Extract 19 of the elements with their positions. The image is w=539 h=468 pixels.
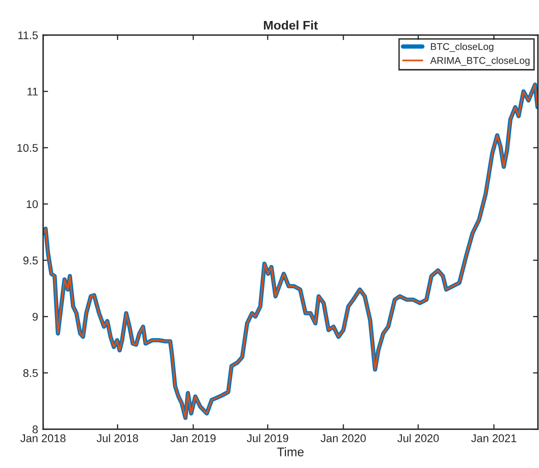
x-tick-label: Jan 2018 (20, 434, 66, 442)
x-tick-label: Jul 2018 (96, 434, 138, 442)
y-tick-label: 11 (28, 88, 38, 96)
legend-label: BTC_closeLog (430, 42, 494, 52)
x-axis-title: Time (277, 447, 304, 456)
legend-label: ARIMA_BTC_closeLog (430, 56, 530, 66)
x-tick-label: Jan 2021 (471, 434, 516, 442)
y-tick-label: 10 (26, 200, 38, 208)
chart-title: Model Fit (264, 20, 318, 30)
x-tick-label: Jan 2019 (170, 434, 216, 442)
y-tick-label: 10.5 (17, 144, 38, 152)
x-tick-label: Jul 2020 (397, 434, 439, 442)
y-tick-label: 9 (32, 312, 38, 321)
y-tick-label: 8 (32, 425, 38, 434)
x-tick-label: Jan 2020 (320, 434, 366, 442)
y-tick-label: 9.5 (23, 256, 38, 264)
y-tick-label: 11.5 (18, 31, 38, 40)
y-tick-label: 8.5 (23, 369, 38, 377)
x-tick-label: Jul 2019 (246, 434, 288, 442)
